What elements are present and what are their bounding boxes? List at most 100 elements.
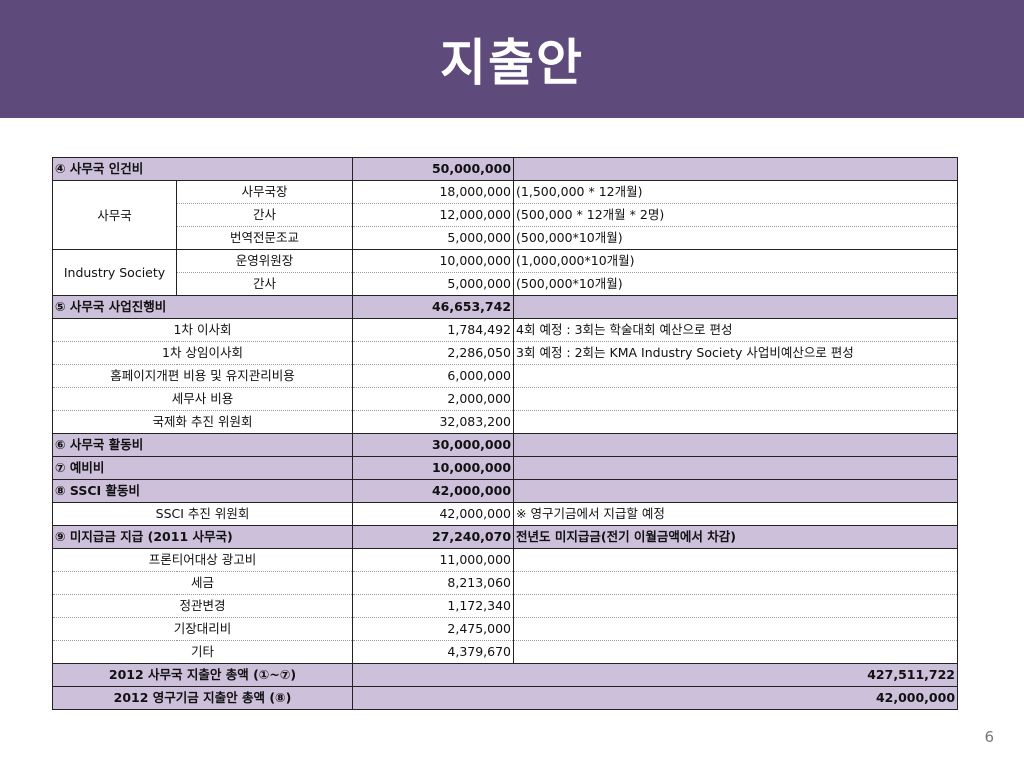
table-row: 1차 상임이사회 2,286,050 3회 예정 : 2회는 KMA Industr… <box>51 341 959 365</box>
section-amount: 27,240,070 <box>352 525 515 549</box>
total-row: 2012 사무국 지출안 총액 (①~⑦) 427,511,722 <box>51 663 959 687</box>
item-amount: 6,000,000 <box>352 364 515 388</box>
item-note <box>513 640 959 664</box>
total-label: 2012 사무국 지출안 총액 (①~⑦) <box>51 663 354 687</box>
item-amount: 4,379,670 <box>352 640 515 664</box>
item-amount: 18,000,000 <box>352 180 515 204</box>
section-note <box>513 157 959 181</box>
item-label: 사무국장 <box>175 180 354 204</box>
item-label: 홈페이지개편 비용 및 유지관리비용 <box>51 364 354 388</box>
table-row: 홈페이지개편 비용 및 유지관리비용 6,000,000 <box>51 364 959 388</box>
section-note <box>513 295 959 319</box>
table-row: Industry Society 운영위원장 10,000,000 (1,000,00… <box>52 249 959 296</box>
item-note: 3회 예정 : 2회는 KMA Industry Society 사업비예산으로… <box>513 341 959 365</box>
section-label: ⑧ SSCI 활동비 <box>51 479 354 503</box>
item-amount: 2,000,000 <box>352 387 515 411</box>
section-note: 전년도 미지급금(전기 이월금액에서 차감) <box>513 525 959 549</box>
group-label: Industry Society <box>52 249 177 296</box>
page-title: 지출안 <box>440 34 584 92</box>
item-label: 세무사 비용 <box>51 387 354 411</box>
group-label: 사무국 <box>52 180 177 250</box>
item-amount: 42,000,000 <box>352 502 515 526</box>
item-note <box>513 364 959 388</box>
section-header-row: ⑨ 미지급금 지급 (2011 사무국) 27,240,070 전년도 미지급금(전… <box>51 525 959 549</box>
total-label: 2012 영구기금 지출안 총액 (⑧) <box>51 686 354 710</box>
section-header-row: ④ 사무국 인건비 50,000,000 <box>51 157 959 181</box>
item-label: 간사 <box>175 203 354 227</box>
total-amount: 42,000,000 <box>352 686 959 710</box>
page-number: 6 <box>984 728 994 746</box>
item-note: 4회 예정 : 3회는 학술대회 예산으로 편성 <box>513 318 959 342</box>
section-header-row: ⑦ 예비비 10,000,000 <box>51 456 959 480</box>
section-header-row: ⑤ 사무국 사업진행비 46,653,742 <box>51 295 959 319</box>
item-amount: 2,475,000 <box>352 617 515 641</box>
title-bar: 지출안 <box>0 0 1024 118</box>
table-row: 1차 이사회 1,784,492 4회 예정 : 3회는 학술대회 예산으로 편성 <box>51 318 959 342</box>
section-note <box>513 456 959 480</box>
item-label: 정관변경 <box>51 594 354 618</box>
table-row: 세무사 비용 2,000,000 <box>51 387 959 411</box>
item-label: 프론티어대상 광고비 <box>51 548 354 572</box>
item-note <box>513 410 959 434</box>
table-row: 세금 8,213,060 <box>51 571 959 595</box>
item-note: ※ 영구기금에서 지급할 예정 <box>513 502 959 526</box>
table-row: 기장대리비 2,475,000 <box>51 617 959 641</box>
total-amount: 427,511,722 <box>352 663 959 687</box>
section-label: ⑤ 사무국 사업진행비 <box>51 295 354 319</box>
item-amount: 1,172,340 <box>352 594 515 618</box>
item-amount: 1,784,492 <box>352 318 515 342</box>
item-label: 간사 <box>175 272 354 296</box>
item-amount: 2,286,050 <box>352 341 515 365</box>
section-label: ⑦ 예비비 <box>51 456 354 480</box>
table-row: 국제화 추진 위원회 32,083,200 <box>51 410 959 434</box>
item-label: 1차 이사회 <box>51 318 354 342</box>
section-amount: 42,000,000 <box>352 479 515 503</box>
item-note: (500,000*10개월) <box>513 226 959 250</box>
item-note: (1,000,000*10개월) <box>513 249 959 273</box>
table-row: 프론티어대상 광고비 11,000,000 <box>51 548 959 572</box>
item-amount: 5,000,000 <box>352 226 515 250</box>
item-amount: 32,083,200 <box>352 410 515 434</box>
item-label: 번역전문조교 <box>175 226 354 250</box>
section-header-row: ⑥ 사무국 활동비 30,000,000 <box>51 433 959 457</box>
table-row: 번역전문조교 5,000,000 (500,000*10개월) <box>53 226 959 250</box>
item-label: 국제화 추진 위원회 <box>51 410 354 434</box>
item-amount: 5,000,000 <box>352 272 515 296</box>
item-note: (500,000 * 12개월 * 2명) <box>513 203 959 227</box>
item-note <box>513 571 959 595</box>
section-amount: 30,000,000 <box>352 433 515 457</box>
item-note <box>513 387 959 411</box>
section-amount: 50,000,000 <box>352 157 515 181</box>
section-label: ⑨ 미지급금 지급 (2011 사무국) <box>51 525 354 549</box>
table-row: 간사 5,000,000 (500,000*10개월) <box>53 272 959 296</box>
section-amount: 46,653,742 <box>352 295 515 319</box>
item-label: 기장대리비 <box>51 617 354 641</box>
table-row: 사무국 사무국장 18,000,000 (1,500,000 * 12개월) <box>52 180 959 250</box>
section-label: ⑥ 사무국 활동비 <box>51 433 354 457</box>
section-note <box>513 479 959 503</box>
section-label: ④ 사무국 인건비 <box>51 157 354 181</box>
section-header-row: ⑧ SSCI 활동비 42,000,000 <box>51 479 959 503</box>
item-amount: 8,213,060 <box>352 571 515 595</box>
item-label: SSCI 추진 위원회 <box>51 502 354 526</box>
table-row: 기타 4,379,670 <box>51 640 959 664</box>
item-note <box>513 617 959 641</box>
total-row: 2012 영구기금 지출안 총액 (⑧) 42,000,000 <box>51 686 959 710</box>
item-label: 기타 <box>51 640 354 664</box>
budget-table: ④ 사무국 인건비 50,000,000 사무국 사무국장 18,000,000 (1,5… <box>51 157 959 710</box>
section-note <box>513 433 959 457</box>
item-note: (500,000*10개월) <box>513 272 959 296</box>
item-note <box>513 548 959 572</box>
item-amount: 11,000,000 <box>352 548 515 572</box>
section-amount: 10,000,000 <box>352 456 515 480</box>
item-note <box>513 594 959 618</box>
table-row: 간사 12,000,000 (500,000 * 12개월 * 2명) <box>53 203 959 227</box>
item-amount: 10,000,000 <box>352 249 515 273</box>
item-note: (1,500,000 * 12개월) <box>513 180 959 204</box>
table-row: SSCI 추진 위원회 42,000,000 ※ 영구기금에서 지급할 예정 <box>51 502 959 526</box>
item-label: 세금 <box>51 571 354 595</box>
item-label: 운영위원장 <box>175 249 354 273</box>
item-amount: 12,000,000 <box>352 203 515 227</box>
item-label: 1차 상임이사회 <box>51 341 354 365</box>
table-row: 정관변경 1,172,340 <box>51 594 959 618</box>
